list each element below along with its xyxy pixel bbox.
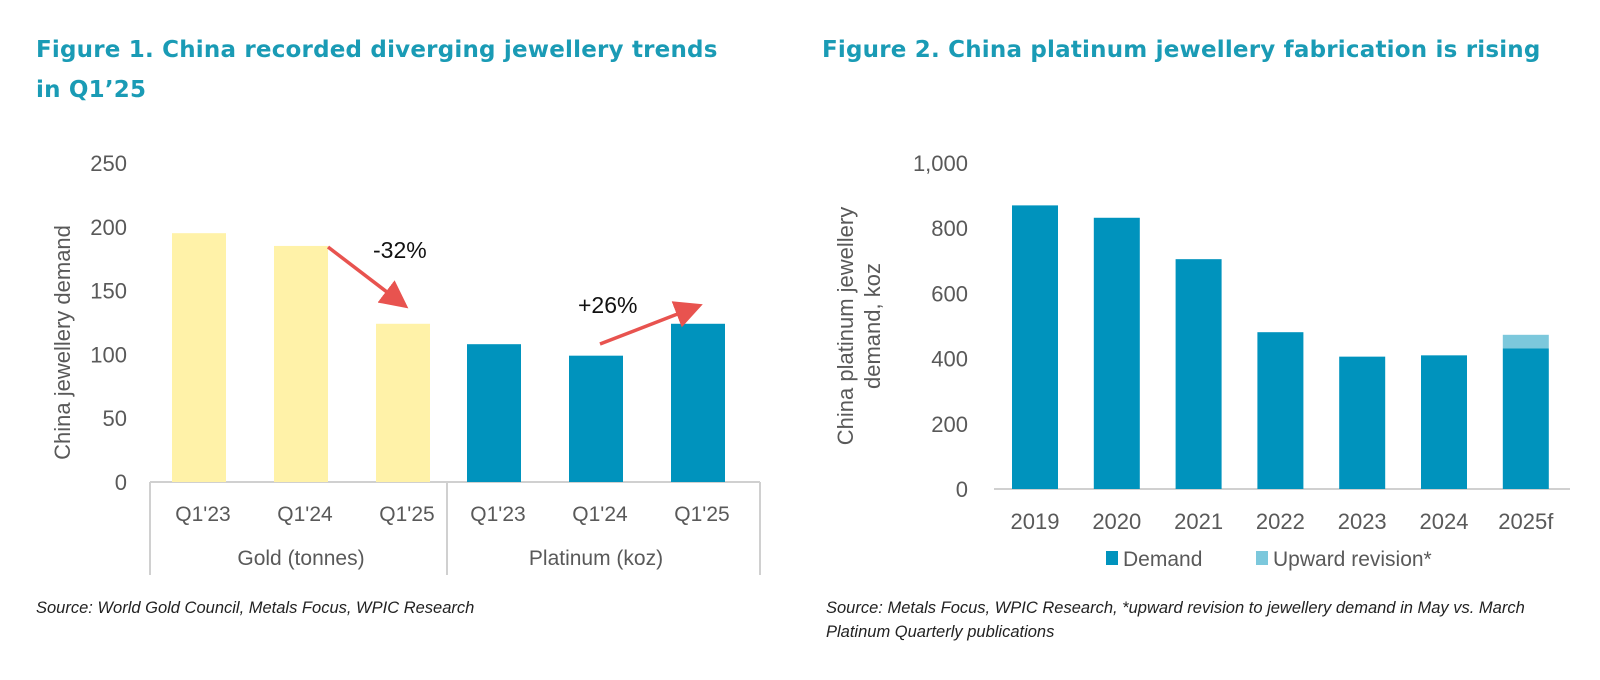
y-axis-title: China jewellery demand — [50, 225, 75, 460]
bar-demand-2021 — [1175, 259, 1222, 489]
legend-label: Upward revision* — [1273, 548, 1432, 571]
bar-platinum-2 — [671, 323, 725, 482]
y-axis-title-line2: demand, koz — [860, 263, 885, 389]
increase-arrow — [599, 301, 703, 346]
figure2-source: Source: Metals Focus, WPIC Research, *up… — [826, 599, 1525, 641]
bar-demand-2020 — [1093, 217, 1140, 489]
bar-demand-2024 — [1421, 355, 1467, 489]
y-tick-label: 150 — [90, 279, 127, 304]
legend-swatch-demand — [1106, 551, 1118, 565]
y-tick-label: 800 — [931, 216, 968, 241]
bar-revision-2025f — [1502, 334, 1549, 349]
group-label: Gold (tonnes) — [237, 547, 364, 570]
bar-demand-2022 — [1257, 332, 1304, 489]
y-tick-label: 600 — [931, 281, 968, 306]
x-tick-label: 2024 — [1420, 509, 1469, 534]
y-tick-label: 400 — [931, 347, 968, 372]
x-tick-label: 2025f — [1498, 509, 1554, 534]
bar-demand-2019 — [1012, 205, 1058, 489]
x-tick-label: Q1'24 — [572, 503, 628, 526]
figure1-source: Source: World Gold Council, Metals Focus… — [36, 599, 475, 617]
bar-demand-2025f — [1502, 348, 1549, 489]
bar-platinum-0 — [467, 344, 521, 482]
x-tick-label: Q1'25 — [379, 503, 434, 526]
y-tick-label: 1,000 — [913, 151, 968, 176]
y-tick-label: 50 — [103, 406, 127, 431]
figure2-title: Figure 2. China platinum jewellery fabri… — [822, 37, 1541, 63]
bar-gold-1 — [274, 245, 328, 482]
y-tick-label: 100 — [90, 342, 127, 367]
annotation-label: -32% — [373, 237, 427, 263]
annotation-label: +26% — [578, 292, 637, 318]
bar-gold-2 — [376, 323, 430, 482]
y-tick-label: 200 — [931, 412, 968, 437]
x-tick-label: 2022 — [1256, 509, 1305, 534]
x-tick-label: Q1'24 — [277, 503, 333, 526]
y-tick-label: 200 — [90, 215, 127, 240]
bar-demand-2023 — [1339, 356, 1386, 489]
y-axis-title-line1: China platinum jewellery — [833, 207, 858, 445]
x-tick-label: 2021 — [1174, 509, 1223, 534]
decrease-arrow — [326, 245, 409, 309]
y-tick-label: 0 — [115, 470, 127, 495]
bar-gold-0 — [172, 233, 226, 482]
x-tick-label: 2020 — [1092, 509, 1141, 534]
x-tick-label: Q1'23 — [470, 503, 525, 526]
group-label: Platinum (koz) — [529, 547, 663, 570]
legend-label: Demand — [1123, 548, 1202, 571]
x-tick-label: 2023 — [1338, 509, 1387, 534]
x-tick-label: Q1'25 — [674, 503, 729, 526]
y-tick-label: 250 — [90, 151, 127, 176]
bar-platinum-1 — [569, 355, 623, 482]
x-tick-label: 2019 — [1011, 509, 1060, 534]
y-tick-label: 0 — [956, 477, 968, 502]
x-tick-label: Q1'23 — [175, 503, 230, 526]
figure1-title: Figure 1. China recorded diverging jewel… — [36, 37, 718, 103]
legend-swatch-revision — [1256, 551, 1268, 565]
